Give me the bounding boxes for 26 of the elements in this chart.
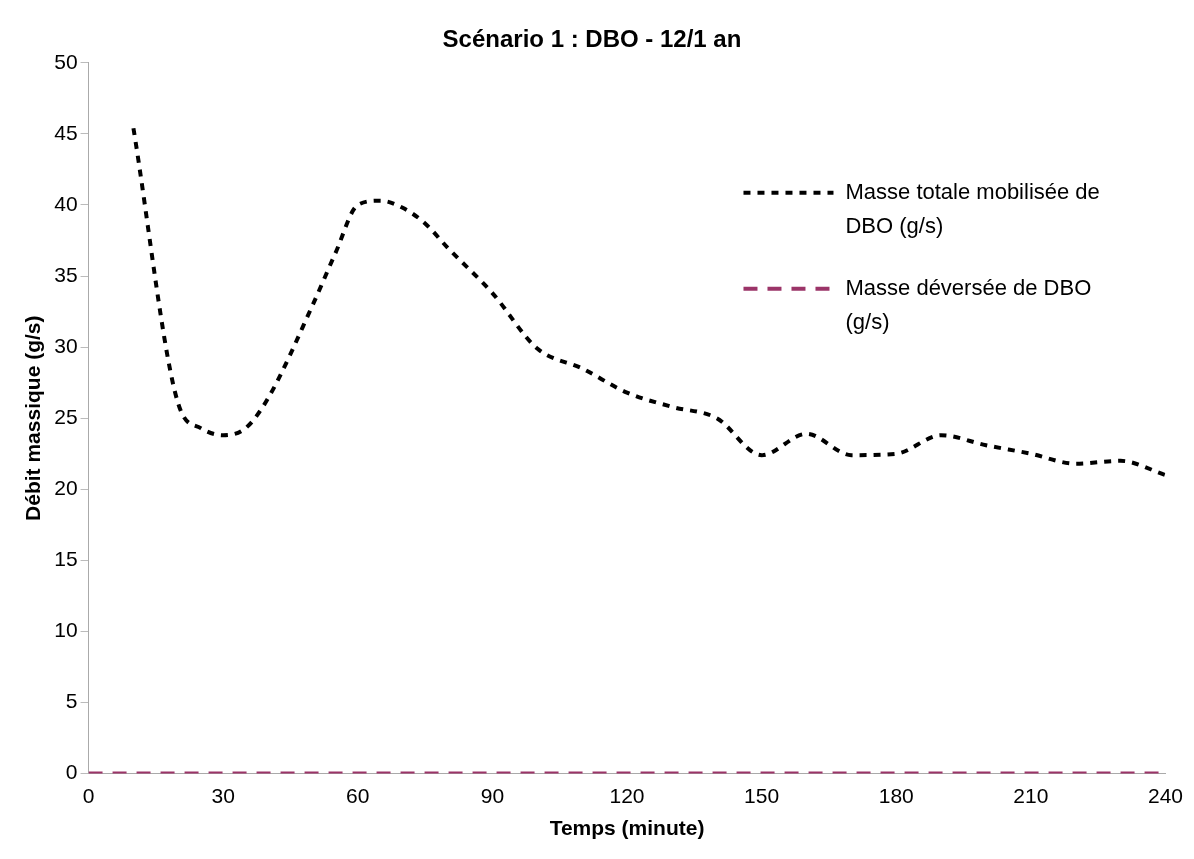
chart-title: Scénario 1 : DBO - 12/1 an xyxy=(442,25,742,53)
x-tick-label: 0 xyxy=(82,784,95,807)
y-tick-label: 25 xyxy=(54,405,78,428)
legend-label: Masse déversée de DBO (g/s) xyxy=(845,274,1092,334)
y-tick-label: 30 xyxy=(54,333,78,357)
y-tick-label: 20 xyxy=(54,476,78,500)
y-tick-label: 5 xyxy=(65,689,78,713)
x-tick-label: 60 xyxy=(346,784,370,807)
x-tick-label: 30 xyxy=(211,784,235,807)
x-tick-label: 90 xyxy=(480,784,505,807)
x-tick-label: 120 xyxy=(609,784,645,807)
x-tick-label: 210 xyxy=(1013,784,1049,807)
x-tick-label: 150 xyxy=(744,784,780,807)
x-tick-label: 180 xyxy=(878,784,914,807)
legend-label: Masse totale mobilisée de DBO (g/s) xyxy=(845,178,1100,238)
y-axis-title: Débit massique (g/s) xyxy=(21,315,45,521)
y-tick-label: 40 xyxy=(54,191,78,215)
y-tick-label: 0 xyxy=(65,760,78,784)
y-tick-label: 35 xyxy=(54,262,78,286)
x-tick-label: 240 xyxy=(1147,784,1183,807)
y-tick-label: 45 xyxy=(54,120,78,144)
y-tick-label: 50 xyxy=(54,49,78,73)
y-tick-label: 15 xyxy=(54,547,78,571)
x-axis-title: Temps (minute) xyxy=(549,816,705,840)
line-series xyxy=(131,126,1166,478)
y-tick-label: 10 xyxy=(54,618,78,642)
